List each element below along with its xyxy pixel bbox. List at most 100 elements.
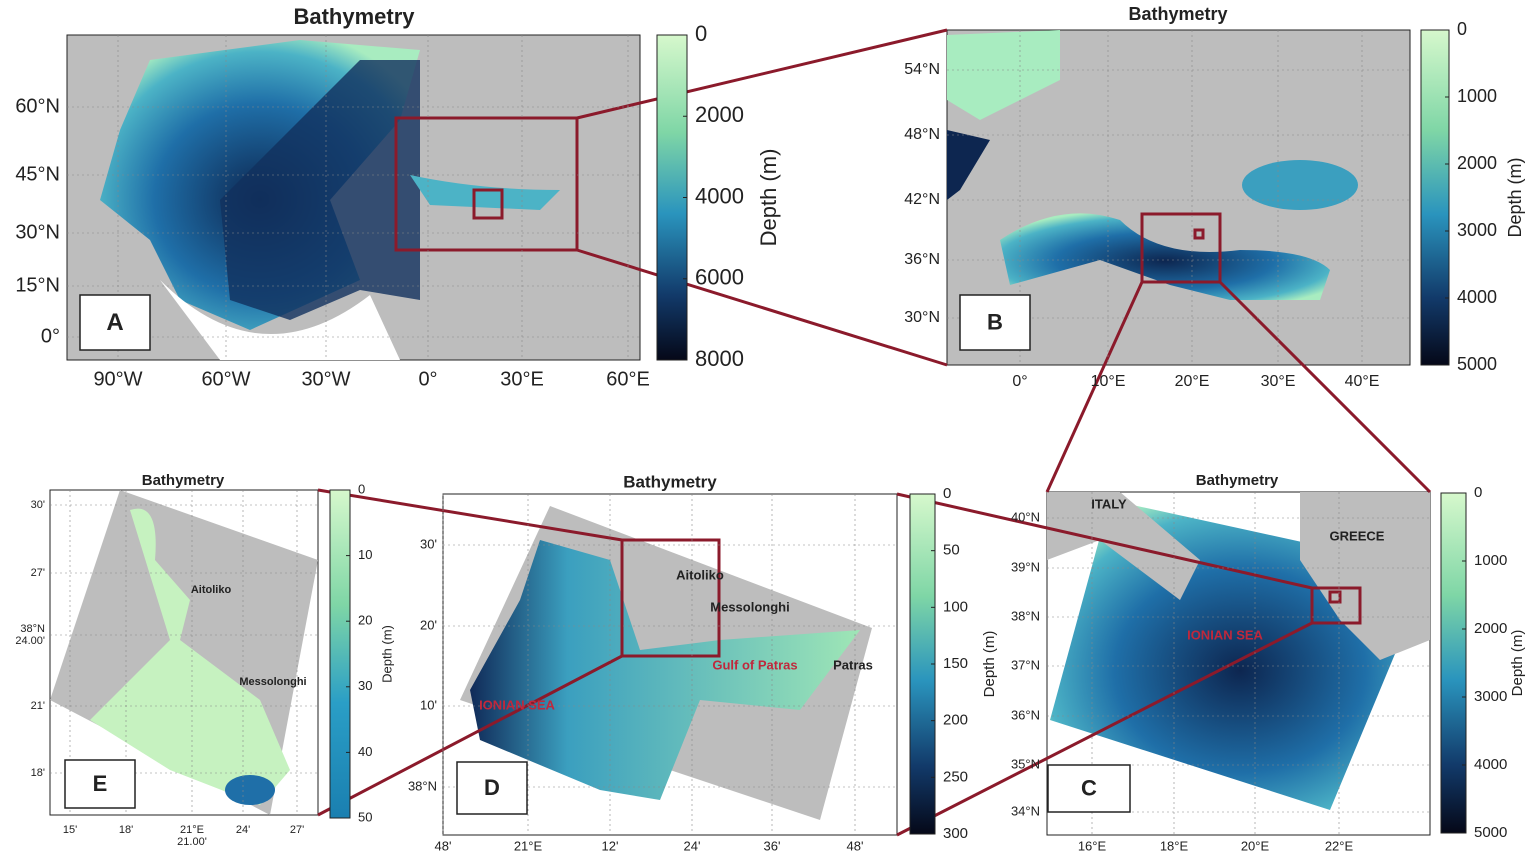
colorbar-tick-label: 3000 <box>1474 688 1507 705</box>
map-c <box>1046 491 1431 836</box>
x-tick-label: 0° <box>418 368 437 390</box>
y-tick-label: 42°N <box>904 191 940 208</box>
colorbar-tick-label: 8000 <box>695 346 744 371</box>
y-tick-label: 39°N <box>1011 559 1040 574</box>
y-tick-label: 27' <box>31 567 45 579</box>
colorbar-tick-label: 1000 <box>1457 86 1497 106</box>
x-tick-label: 15' <box>63 824 77 836</box>
colorbar-tick-label: 2000 <box>695 102 744 127</box>
x-tick-label: 24' <box>236 824 250 836</box>
colorbar-tick-label: 300 <box>943 825 968 842</box>
y-tick-label: 36°N <box>1011 707 1040 722</box>
y-tick-label: 20' <box>420 617 437 632</box>
colorbar-label: Depth (m) <box>981 631 998 698</box>
colorbar-tick-label: 20 <box>358 613 372 628</box>
x-tick-label: 30°E <box>1261 373 1296 390</box>
colorbar-tick-label: 10 <box>358 547 372 562</box>
y-tick-label: 30' <box>420 536 437 551</box>
colorbar <box>909 493 936 835</box>
place-label: IONIAN SEA <box>1187 627 1263 642</box>
y-tick-label: 38°N <box>20 623 45 635</box>
y-tick-label: 30' <box>31 499 45 511</box>
colorbar-tick-label: 0 <box>1474 484 1482 501</box>
colorbar-tick-label: 150 <box>943 655 968 672</box>
x-tick-label: 20°E <box>1175 373 1210 390</box>
y-tick-label: 38°N <box>408 778 437 793</box>
colorbar-tick-label: 4000 <box>1474 756 1507 773</box>
y-tick-label: 38°N <box>1011 608 1040 623</box>
panel-letter-box <box>64 759 136 809</box>
x-tick-label: 48' <box>847 838 864 853</box>
place-label: Aitoliko <box>191 584 232 596</box>
colorbar-tick-label: 40 <box>358 744 372 759</box>
map-a <box>66 34 641 361</box>
colorbar-label: Depth (m) <box>1509 630 1526 697</box>
panel-letter: A <box>106 309 123 336</box>
colorbar-label: Depth (m) <box>756 149 781 247</box>
place-label: ITALY <box>1091 496 1127 511</box>
colorbar-tick-label: 1000 <box>1474 552 1507 569</box>
x-tick-label: 30°W <box>301 368 350 390</box>
panel-letter: B <box>987 309 1003 334</box>
x-tick-label: 20°E <box>1241 838 1270 853</box>
x-tick-label: 24' <box>684 838 701 853</box>
y-tick-label: 60°N <box>15 95 60 117</box>
colorbar-tick-label: 50 <box>358 809 372 824</box>
x-tick-label: 27' <box>290 824 304 836</box>
x-tick-label: 60°E <box>606 368 650 390</box>
y-tick-label: 30°N <box>15 221 60 243</box>
y-tick-label: 0° <box>41 325 60 347</box>
place-label: GREECE <box>1330 528 1385 543</box>
y-tick-label: 10' <box>420 697 437 712</box>
place-label: Patras <box>833 657 873 672</box>
colorbar-tick-label: 0 <box>695 21 707 46</box>
colorbar-tick-label: 4000 <box>695 183 744 208</box>
y-tick-label: 36°N <box>904 251 940 268</box>
y-tick-label: 54°N <box>904 61 940 78</box>
panel-title: Bathymetry <box>623 472 717 491</box>
colorbar-tick-label: 5000 <box>1457 354 1497 374</box>
x-tick-label: 21°E <box>180 824 204 836</box>
colorbar-tick-label: 250 <box>943 768 968 785</box>
y-tick-label: 15°N <box>15 274 60 296</box>
y-tick-label: 34°N <box>1011 803 1040 818</box>
x-tick-label: 18°E <box>1160 838 1189 853</box>
panel-letter-box <box>1047 764 1131 813</box>
colorbar-label: Depth (m) <box>1505 157 1525 237</box>
panel-title: Bathymetry <box>293 4 415 29</box>
x-tick-label: 30°E <box>500 368 544 390</box>
panel-title: Bathymetry <box>1196 472 1279 489</box>
colorbar-tick-label: 2000 <box>1474 620 1507 637</box>
map-d <box>442 493 898 836</box>
x-tick-label: 16°E <box>1078 838 1107 853</box>
colorbar <box>1440 492 1467 834</box>
colorbar-tick-label: 2000 <box>1457 153 1497 173</box>
panel-letter: D <box>484 775 500 800</box>
colorbar-tick-label: 0 <box>943 485 951 502</box>
colorbar-tick-label: 0 <box>358 481 365 496</box>
panel-title: Bathymetry <box>142 472 225 489</box>
panel-letter: E <box>93 771 108 796</box>
panel-letter-box <box>959 294 1031 351</box>
x-tick-label: 48' <box>435 838 452 853</box>
colorbar <box>329 489 351 819</box>
y-tick-label: 21' <box>31 700 45 712</box>
panel-title: Bathymetry <box>1128 4 1227 24</box>
x-tick-label: 10°E <box>1091 373 1126 390</box>
colorbar-tick-label: 0 <box>1457 19 1467 39</box>
colorbar-tick-label: 3000 <box>1457 220 1497 240</box>
y-tick-label: 37°N <box>1011 657 1040 672</box>
colorbar-tick-label: 200 <box>943 712 968 729</box>
x-tick-label: 36' <box>764 838 781 853</box>
colorbar-tick-label: 100 <box>943 598 968 615</box>
y-tick-label: 18' <box>31 767 45 779</box>
colorbar-tick-label: 30 <box>358 678 372 693</box>
x-tick-label: 22°E <box>1325 838 1354 853</box>
panel-letter: C <box>1081 775 1097 800</box>
panel-letter-box <box>79 294 151 351</box>
x-tick-label: 12' <box>602 838 619 853</box>
place-label: Aitoliko <box>676 567 724 582</box>
place-label: Gulf of Patras <box>712 657 797 672</box>
x-tick-label: 18' <box>119 824 133 836</box>
